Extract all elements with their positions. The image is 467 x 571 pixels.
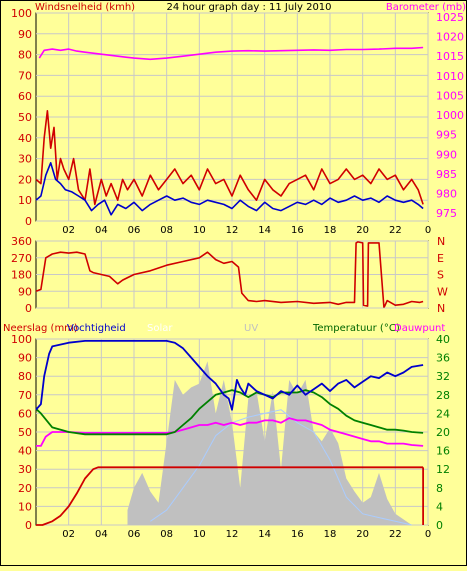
y-right-tick-label: 1005 — [436, 89, 464, 102]
y-left-tick-label: 10 — [18, 500, 32, 513]
y-left-tick-label: 80 — [18, 49, 32, 62]
chart-title: 24 hour graph day : 11 July 2010 — [166, 2, 331, 13]
compass-tick-label: S — [437, 269, 444, 282]
series-humidity-line — [35, 339, 424, 411]
y-left-tick-label: 40 — [18, 445, 32, 458]
y-left-tick-label: 40 — [18, 132, 32, 145]
y-left-tick-label: 10 — [18, 194, 32, 207]
compass-tick-label: W — [437, 285, 448, 298]
y-left-tick-label: 20 — [18, 173, 32, 186]
x-tick-label: 10 — [193, 225, 206, 236]
wind-axis-label: Windsnelheid (kmh) — [35, 2, 135, 13]
x-tick-label: 22 — [389, 225, 402, 236]
x-tick-label: 12 — [226, 225, 239, 236]
y-left-tick-label: 90 — [18, 285, 32, 298]
y-right-tick-label: 990 — [436, 148, 457, 161]
y-right-tick-label: 32 — [436, 370, 450, 383]
y-left-tick-label: 80 — [18, 370, 32, 383]
y-left-tick-label: 270 — [11, 252, 32, 265]
y-left-tick-label: 90 — [18, 352, 32, 365]
x-tick-label: 04 — [95, 225, 108, 236]
x-tick-label: 18 — [324, 225, 337, 236]
series-rain-line — [36, 466, 424, 526]
y-right-tick-label: 995 — [436, 129, 457, 142]
x-tick-label: 20 — [356, 529, 369, 540]
series-uv-line — [150, 409, 412, 526]
x-tick-label: 14 — [258, 225, 271, 236]
x-tick-label: 20 — [356, 225, 369, 236]
x-tick-label: 08 — [160, 529, 173, 540]
legend-humidity: Vochtigheid — [67, 323, 126, 334]
x-tick-label: 06 — [128, 225, 141, 236]
y-right-tick-label: 36 — [436, 352, 450, 365]
y-right-tick-label: 12 — [436, 463, 450, 476]
rain-axis-label: Neerslag (mm) — [3, 323, 78, 334]
x-tick-label: 0 — [425, 225, 431, 236]
x-tick-label: 0 — [425, 529, 431, 540]
y-right-tick-label: 980 — [436, 188, 457, 201]
y-left-tick-label: 100 — [11, 7, 32, 20]
y-right-tick-label: 1020 — [436, 31, 464, 44]
y-left-tick-label: 180 — [11, 269, 32, 282]
y-left-tick-label: 50 — [18, 426, 32, 439]
x-tick-label: 10 — [193, 529, 206, 540]
compass-tick-label: E — [437, 252, 444, 265]
series-wind_gust-line — [35, 110, 424, 206]
y-left-tick-label: 90 — [18, 28, 32, 41]
y-right-tick-label: 985 — [436, 168, 457, 181]
y-left-tick-label: 20 — [18, 482, 32, 495]
x-tick-label: 02 — [62, 225, 75, 236]
y-left-tick-label: 70 — [18, 69, 32, 82]
series-wind_avg-line — [35, 162, 424, 216]
y-left-tick-label: 60 — [18, 90, 32, 103]
y-right-tick-label: 20 — [436, 426, 450, 439]
series-temperature-line — [35, 389, 424, 436]
x-tick-label: 14 — [258, 529, 271, 540]
y-right-tick-label: 975 — [436, 207, 457, 220]
y-left-tick-label: 30 — [18, 153, 32, 166]
y-left-tick-label: 0 — [25, 519, 32, 532]
y-right-tick-label: 28 — [436, 389, 450, 402]
y-left-tick-label: 360 — [11, 235, 32, 248]
legend-solar: Solar — [147, 323, 173, 334]
x-tick-label: 08 — [160, 225, 173, 236]
legend-uv: UV — [244, 323, 258, 334]
x-tick-label: 18 — [324, 529, 337, 540]
legend-temperature: Temperatuur (°C) — [312, 323, 400, 334]
y-right-tick-label: 0 — [436, 519, 443, 532]
y-right-tick-label: 1025 — [436, 11, 464, 24]
y-left-tick-label: 70 — [18, 389, 32, 402]
y-right-tick-label: 16 — [436, 445, 450, 458]
series-dewpoint-line — [36, 417, 424, 447]
x-tick-label: 12 — [226, 529, 239, 540]
y-left-tick-label: 100 — [11, 333, 32, 346]
y-left-tick-label: 50 — [18, 111, 32, 124]
x-tick-label: 02 — [62, 529, 75, 540]
series-direction-line — [35, 241, 424, 308]
y-left-tick-label: 30 — [18, 463, 32, 476]
y-right-tick-label: 1015 — [436, 50, 464, 63]
y-right-tick-label: 4 — [436, 500, 443, 513]
legend-dewpoint: Dauwpunt — [394, 323, 445, 334]
y-right-tick-label: 24 — [436, 407, 450, 420]
series-barometer-line — [38, 46, 424, 61]
y-right-tick-label: 8 — [436, 482, 443, 495]
y-left-tick-label: 60 — [18, 407, 32, 420]
barometer-axis-label: Barometer (mb) — [386, 2, 466, 13]
y-right-tick-label: 40 — [436, 333, 450, 346]
y-left-tick-label: 0 — [25, 215, 32, 228]
x-tick-label: 04 — [95, 529, 108, 540]
y-right-tick-label: 1000 — [436, 109, 464, 122]
y-right-tick-label: 1010 — [436, 70, 464, 83]
compass-tick-label: N — [437, 302, 445, 315]
x-tick-label: 06 — [128, 529, 141, 540]
x-tick-label: 16 — [291, 225, 304, 236]
x-tick-label: 22 — [389, 529, 402, 540]
x-tick-label: 16 — [291, 529, 304, 540]
y-left-tick-label: 0 — [25, 302, 32, 315]
compass-tick-label: N — [437, 235, 445, 248]
